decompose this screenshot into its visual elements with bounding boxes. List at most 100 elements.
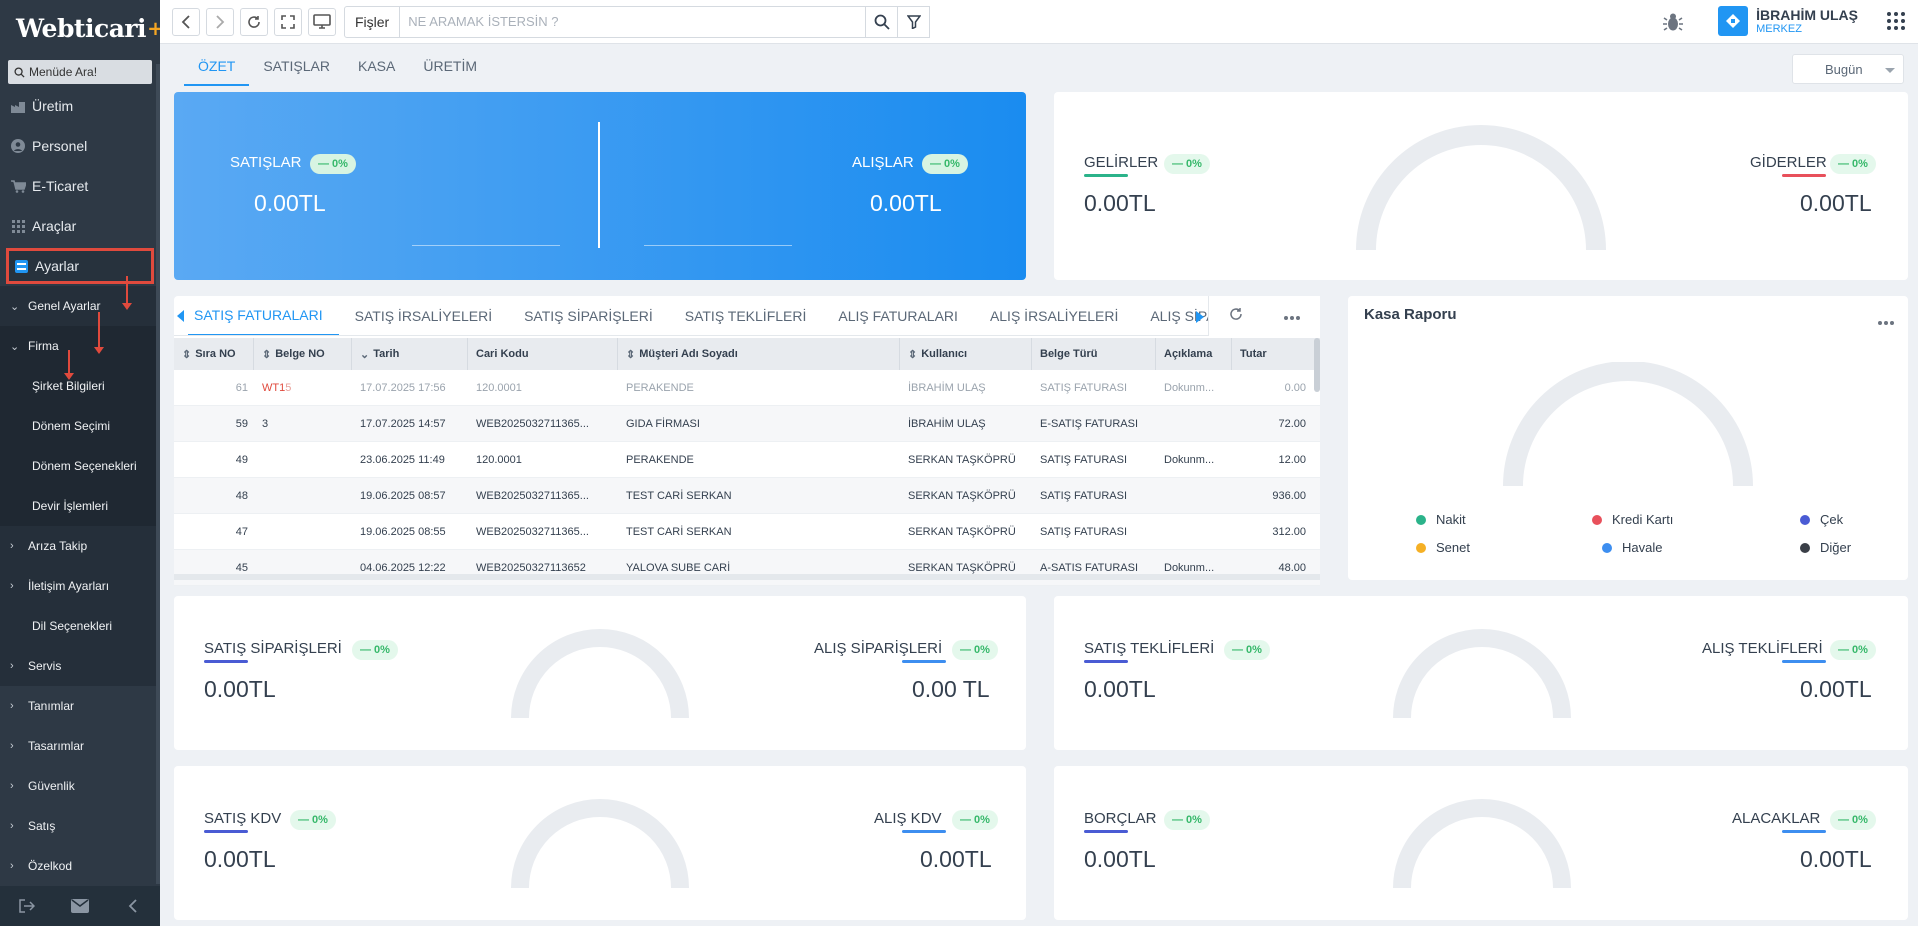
cell-tarih: 04.06.2025 12:22 <box>360 561 446 574</box>
tab-alis-faturalari[interactable]: ALIŞ FATURALARI <box>838 307 958 324</box>
sidebar-item-satis[interactable]: › Satış <box>10 819 56 833</box>
table-row[interactable]: 61 WT1 5 17.07.2025 17:56 120.0001 PERAKENDE İ… <box>174 370 1320 406</box>
sidebar-item-donem-secimi[interactable]: Dönem Seçimi <box>0 406 160 446</box>
sidebar-item-donem-secenekleri[interactable]: Dönem Seçenekleri <box>0 446 160 486</box>
cell-cari: WEB2025032711365... <box>476 417 589 430</box>
cell-sira: 47 <box>235 525 248 538</box>
sidebar-item-araclar[interactable]: Araçlar <box>0 206 160 246</box>
tab-satis-siparisleri[interactable]: SATIŞ SİPARİŞLERİ <box>524 307 653 324</box>
sidebar-item-ariza-takip[interactable]: › Arıza Takip <box>0 526 160 566</box>
sidebar-item-servis[interactable]: › Servis <box>0 646 160 686</box>
refresh-button[interactable] <box>240 7 268 36</box>
legend-item[interactable]: Senet <box>1416 540 1470 555</box>
debts-gauge <box>1393 799 1571 889</box>
cell-kullanici: SERKAN TAŞKÖPRÜ <box>908 453 1016 466</box>
monitor-button[interactable] <box>308 7 336 36</box>
cell-kullanici: İBRAHİM ULAŞ <box>908 417 986 430</box>
sidebar-item-personel[interactable]: Personel <box>0 126 160 166</box>
orders-gauge <box>511 629 689 719</box>
col-cari-kodu[interactable]: Cari Kodu <box>468 338 618 370</box>
tab-ozet[interactable]: ÖZET <box>184 52 250 86</box>
legend-item[interactable]: Kredi Kartı <box>1592 512 1673 527</box>
global-search-input[interactable]: NE ARAMAK İSTERSİN ? <box>400 5 867 38</box>
sidebar-item-iletisim-ayarlari[interactable]: › İletişim Ayarları <box>0 566 160 606</box>
table-horizontal-scrollbar[interactable] <box>174 574 1320 580</box>
table-row[interactable]: 48 19.06.2025 08:57 WEB2025032711365... TES… <box>174 478 1320 514</box>
table-row[interactable]: 47 19.06.2025 08:55 WEB2025032711365... TES… <box>174 514 1320 550</box>
sidebar-item-eticaret[interactable]: E-Ticaret <box>0 166 160 206</box>
purchases-label: ALIŞLAR <box>852 154 914 171</box>
search-icon <box>14 66 25 78</box>
search-button[interactable] <box>866 5 899 38</box>
tab-satis-faturalari[interactable]: SATIŞ FATURALARI <box>188 296 339 335</box>
menu-search-input[interactable]: Menüde Ara! <box>8 60 152 84</box>
col-kullanici[interactable]: ⇕ Kullanıcı <box>900 338 1032 370</box>
table-row[interactable]: 45 04.06.2025 12:22 WEB20250327113652 YALOV… <box>174 550 1320 586</box>
message-icon[interactable] <box>53 899 106 913</box>
scroll-right-icon[interactable] <box>1196 310 1204 328</box>
collapse-sidebar-icon[interactable] <box>107 899 160 913</box>
cell-sira: 48 <box>235 489 248 502</box>
sidebar-item-guvenlik[interactable]: › Güvenlik <box>10 779 75 793</box>
app-logo[interactable]: Webticari + <box>16 13 164 43</box>
sales-badge: — 0% <box>310 154 356 174</box>
logout-icon[interactable] <box>0 899 53 913</box>
cell-aciklama: Dokunm... <box>1164 381 1215 394</box>
sidebar-item-ayarlar[interactable]: Ayarlar <box>6 248 154 284</box>
fisler-dropdown[interactable]: Fişler <box>344 5 401 38</box>
sidebar-item-tasarimlar[interactable]: › Tasarımlar <box>10 739 85 753</box>
sidebar-item-genel-ayarlar[interactable]: ⌄ Genel Ayarlar <box>0 286 160 326</box>
cell-musteri: YALOVA SUBE CARİ <box>626 561 731 574</box>
tab-satis-irsaliyeleri[interactable]: SATIŞ İRSALİYELERİ <box>354 307 493 324</box>
filter-button[interactable] <box>898 5 931 38</box>
col-tutar[interactable]: Tutar <box>1240 348 1267 360</box>
purchases-badge: — 0% <box>922 154 968 174</box>
scroll-left-icon[interactable] <box>174 309 188 322</box>
tab-kasa[interactable]: KASA <box>358 58 396 74</box>
tab-satislar[interactable]: SATIŞLAR <box>263 58 330 74</box>
legend-item[interactable]: Çek <box>1800 512 1843 527</box>
legend-item[interactable]: Diğer <box>1800 540 1851 555</box>
col-tarih[interactable]: ⌄ Tarih <box>352 338 468 370</box>
chevron-right-icon: › <box>10 780 14 792</box>
table-row[interactable]: 59 3 17.07.2025 14:57 WEB2025032711365... GI… <box>174 406 1320 442</box>
col-belge-turu[interactable]: Belge Türü <box>1032 338 1156 370</box>
user-name: İBRAHİM ULAŞ <box>1756 6 1858 23</box>
sidebar-item-devir-islemleri[interactable]: Devir İşlemleri <box>0 486 160 526</box>
legend-label: Diğer <box>1820 540 1852 555</box>
sidebar-item-ozelkod[interactable]: › Özelkod <box>10 859 73 873</box>
col-belge-no[interactable]: ⇕ Belge NO <box>254 338 352 370</box>
tab-uretim[interactable]: ÜRETİM <box>423 58 478 74</box>
user-menu[interactable]: İBRAHİM ULAŞ MERKEZ <box>1718 6 1858 36</box>
sidebar-scrollbar[interactable] <box>156 64 160 884</box>
sidebar-item-sirket-bilgileri[interactable]: Şirket Bilgileri <box>0 366 160 406</box>
sidebar-item-dil-secenekleri[interactable]: Dil Seçenekleri <box>0 606 160 646</box>
tab-alis-siparisleri[interactable]: ALIŞ SİPARİŞLERİ <box>1150 307 1208 324</box>
table-row[interactable]: 49 23.06.2025 11:49 120.0001 PERAKENDE SERKA… <box>174 442 1320 478</box>
table-vertical-scrollbar[interactable] <box>1314 338 1320 392</box>
legend-item[interactable]: Havale <box>1602 540 1662 555</box>
forward-button[interactable] <box>206 7 234 36</box>
legend-item[interactable]: Nakit <box>1416 512 1466 527</box>
col-aciklama[interactable]: Açıklama <box>1156 338 1232 370</box>
cell-kullanici: SERKAN TAŞKÖPRÜ <box>908 489 1016 502</box>
bug-report-icon[interactable] <box>1662 11 1684 38</box>
back-button[interactable] <box>172 7 200 36</box>
sidebar-item-tanimlar[interactable]: › Tanımlar <box>10 699 75 713</box>
fullscreen-button[interactable] <box>274 7 302 36</box>
cell-kullanici: SERKAN TAŞKÖPRÜ <box>908 525 1016 538</box>
col-musteri[interactable]: ⇕ Müşteri Adı Soyadı <box>618 338 900 370</box>
cell-aciklama: Dokunm... <box>1164 453 1215 466</box>
person-icon <box>10 138 26 154</box>
cell-sira: 49 <box>235 453 248 466</box>
tab-alis-irsaliyeleri[interactable]: ALIŞ İRSALİYELERİ <box>989 307 1119 324</box>
date-filter-select[interactable]: Bugün <box>1792 54 1904 84</box>
apps-grid-icon[interactable] <box>1886 11 1906 36</box>
col-sira-no[interactable]: ⇕ Sıra NO <box>174 338 254 370</box>
refresh-icon[interactable] <box>1229 307 1243 326</box>
more-options-icon[interactable] <box>1283 307 1300 325</box>
tab-satis-teklifleri[interactable]: SATIŞ TEKLİFLERİ <box>684 307 807 324</box>
sidebar-item-uretim[interactable]: Üretim <box>0 86 160 126</box>
more-options-icon[interactable] <box>1878 312 1894 330</box>
sidebar-item-firma[interactable]: ⌄ Firma <box>0 326 160 366</box>
